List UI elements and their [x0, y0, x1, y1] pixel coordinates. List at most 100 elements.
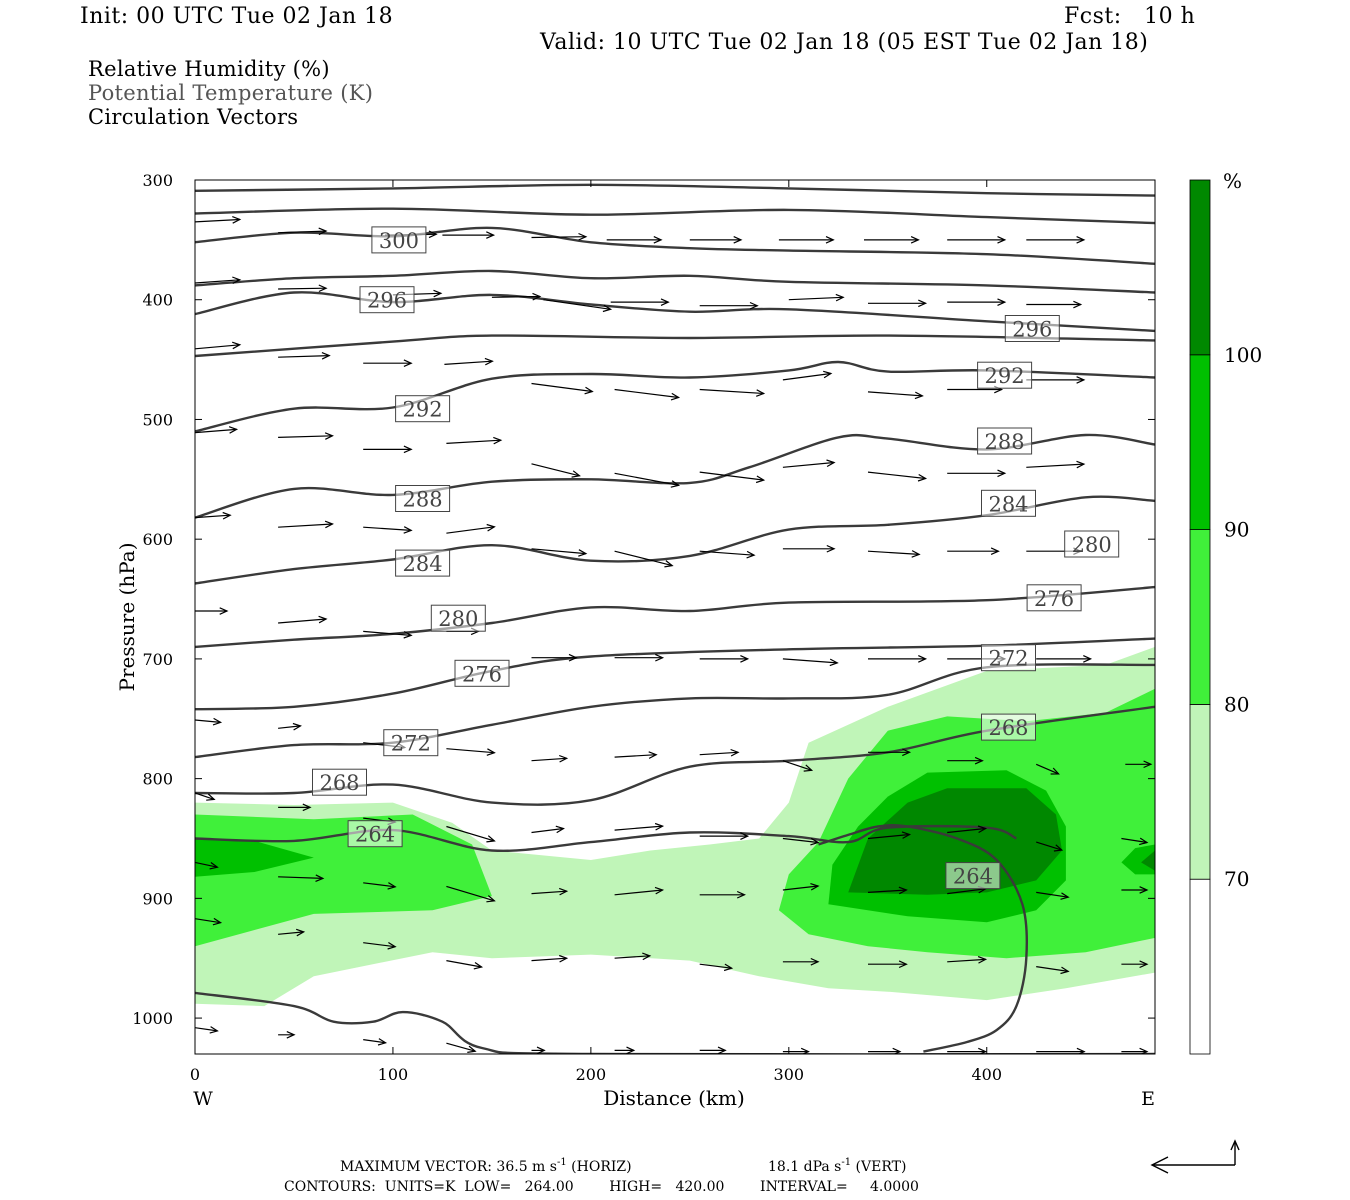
- valid-time: Valid: 10 UTC Tue 02 Jan 18 (05 EST Tue …: [540, 30, 1149, 55]
- wind-vector-arrow: [531, 653, 578, 662]
- rh-region-90-5: [1121, 844, 1155, 875]
- svg-text:300: 300: [379, 229, 419, 253]
- y-axis-label: Pressure (hPa): [115, 543, 139, 692]
- theta-contour-label: 296: [359, 286, 415, 314]
- theta-contour-label: 296: [1004, 315, 1060, 342]
- legend-potential-temperature: Potential Temperature (K): [88, 81, 374, 105]
- wind-vector-arrow: [278, 615, 328, 624]
- footer-max-vector: MAXIMUM VECTOR: 36.5 m s-1 (HORIZ): [340, 1157, 632, 1175]
- colorbar-swatch: [1189, 878, 1211, 1055]
- theta-contour-line: [195, 663, 1155, 759]
- theta-contour-label: 288: [977, 427, 1033, 455]
- x-tick-label: 200: [576, 1065, 607, 1084]
- colorbar-level-label: 70: [1224, 867, 1249, 891]
- wind-vector-arrow: [868, 655, 928, 663]
- theta-contour-label: 292: [395, 395, 451, 423]
- wind-vector-arrow: [278, 722, 302, 731]
- svg-text:292: 292: [985, 364, 1025, 388]
- wind-vector-arrow: [867, 831, 912, 840]
- svg-text:292: 292: [403, 398, 443, 422]
- legend-relative-humidity: Relative Humidity (%): [88, 57, 330, 81]
- wind-vector-arrow: [363, 941, 397, 950]
- wind-vector-arrow: [363, 1038, 388, 1046]
- svg-text:288: 288: [985, 430, 1025, 454]
- svg-text:280: 280: [438, 607, 478, 631]
- reference-vector-icon: [1150, 1139, 1240, 1174]
- wind-vector-arrow: [1036, 966, 1070, 975]
- wind-vector-arrow: [1121, 837, 1149, 846]
- svg-text:268: 268: [988, 716, 1028, 740]
- wind-vector-arrow: [195, 717, 223, 726]
- theta-contour-label: 268: [312, 768, 367, 796]
- y-tick-label: 600: [142, 530, 173, 549]
- wind-vector-arrow: [531, 825, 565, 834]
- colorbar-unit: %: [1223, 169, 1242, 193]
- svg-text:288: 288: [403, 488, 443, 512]
- svg-text:264: 264: [355, 823, 395, 847]
- theta-contour-label: 264: [347, 820, 403, 848]
- y-tick-label: 900: [142, 889, 173, 908]
- wind-vector-arrow: [699, 301, 759, 310]
- wind-vector-arrow: [867, 391, 924, 400]
- y-tick-label: 700: [142, 650, 173, 669]
- theta-contour-label: 292: [977, 361, 1033, 389]
- x-tick-label: 400: [971, 1065, 1002, 1084]
- wind-vector-arrow: [531, 754, 569, 763]
- wind-vector-arrow: [699, 748, 740, 757]
- wind-vector-arrow: [363, 359, 413, 367]
- wind-vector-arrow: [446, 436, 503, 445]
- wind-vector-arrow: [782, 459, 836, 468]
- theta-contour-line: [195, 269, 1155, 294]
- wind-vector-arrow: [782, 370, 833, 381]
- wind-vector-arrow: [610, 298, 670, 306]
- wind-vector-arrow: [531, 382, 594, 395]
- wind-vector-arrow: [782, 544, 836, 553]
- colorbar-level-label: 90: [1224, 518, 1249, 542]
- footer-max-vector-vert: 18.1 dPa s-1 (VERT): [768, 1157, 906, 1175]
- wind-vector-arrow: [614, 1046, 636, 1054]
- wind-vector-arrow: [947, 298, 1007, 306]
- wind-vector-arrow: [947, 756, 984, 765]
- wind-vector-arrow: [363, 882, 397, 890]
- theta-contour-line: [195, 291, 1155, 333]
- theta-contour-line: [195, 207, 1155, 225]
- wind-vector-arrow: [195, 607, 229, 615]
- theta-contour-line: [818, 824, 1029, 1053]
- wind-vector-arrow: [278, 520, 334, 529]
- init-time: Init: 00 UTC Tue 02 Jan 18: [80, 4, 394, 29]
- forecast-hour: Fcst: 10 h: [1064, 4, 1196, 29]
- wind-vector-arrow: [699, 890, 746, 899]
- y-tick-label: 800: [142, 770, 173, 789]
- wind-vector-arrow: [1026, 460, 1086, 469]
- wind-vector-arrow: [278, 928, 306, 937]
- theta-contour-label: 276: [1026, 584, 1082, 612]
- x-tick-label: 100: [378, 1065, 409, 1084]
- wind-vector-arrow: [278, 1031, 296, 1039]
- theta-contour-line: [195, 585, 1155, 649]
- wind-vector-arrow: [699, 832, 750, 840]
- wind-vector-arrow: [614, 388, 681, 401]
- wind-vector-arrow: [699, 1046, 727, 1054]
- wind-vector-arrow: [195, 917, 223, 926]
- wind-vector-arrow: [446, 748, 496, 756]
- svg-text:268: 268: [319, 771, 359, 795]
- wind-vector-arrow: [278, 432, 334, 440]
- wind-vector-arrow: [363, 445, 413, 454]
- wind-vector-arrow: [446, 825, 496, 843]
- wind-vector-arrow: [868, 960, 908, 969]
- wind-vector-arrow: [614, 472, 681, 488]
- wind-vector-arrow: [868, 299, 928, 308]
- wind-vector-arrow: [782, 837, 820, 846]
- wind-vector-arrow: [531, 232, 588, 241]
- wind-vector-arrow: [195, 216, 242, 224]
- theta-contour-label: 280: [430, 604, 486, 632]
- y-tick-label: 500: [142, 410, 173, 429]
- rh-region-90-3: [195, 838, 314, 877]
- wind-vector-arrow: [614, 886, 665, 896]
- x-axis-west-label: W: [193, 1088, 213, 1110]
- wind-vector-arrow: [867, 550, 921, 558]
- wind-vector-arrow: [699, 963, 734, 972]
- wind-vector-arrow: [947, 236, 1007, 244]
- theta-contour-label: 300: [371, 226, 427, 254]
